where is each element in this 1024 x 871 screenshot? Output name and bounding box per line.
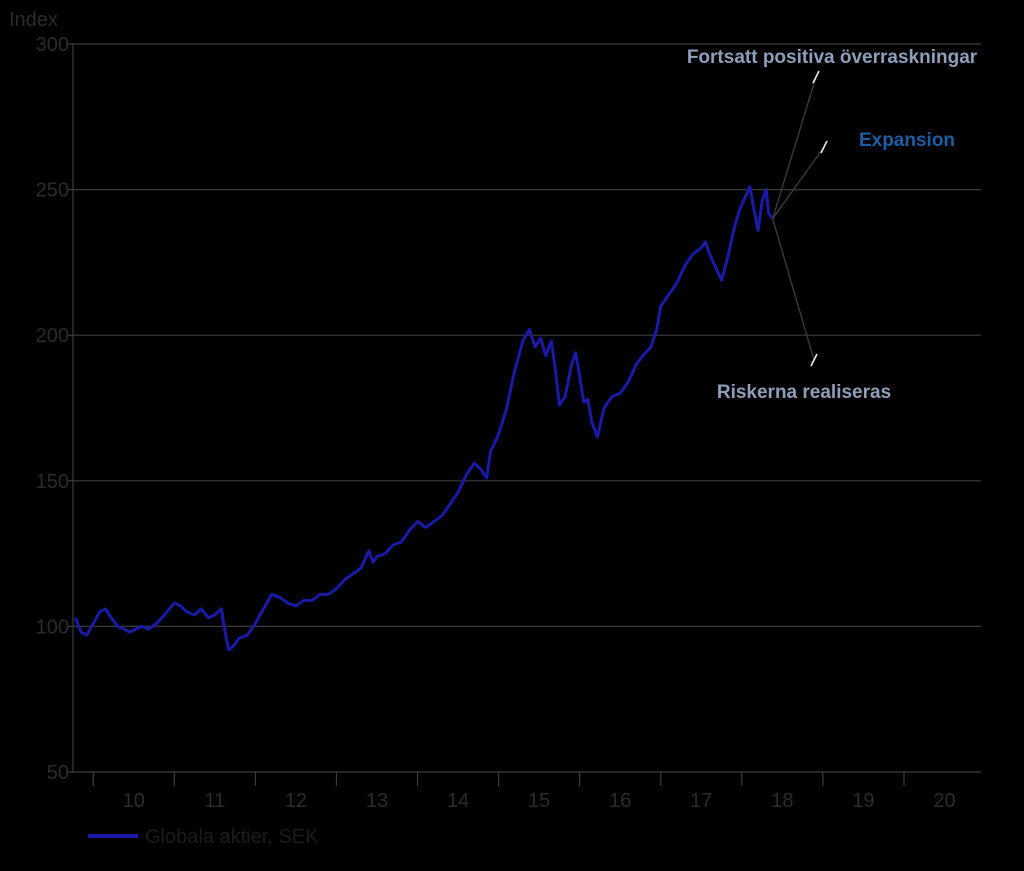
annotation-label: Riskerna realiseras (717, 382, 891, 403)
series-group (74, 185, 774, 652)
x-tick-label: 14 (447, 790, 469, 812)
y-tick-label: 150 (36, 471, 69, 493)
x-tick-label: 11 (204, 790, 225, 812)
tick-labels: 50 100 150 200 250 300 10 11 12 13 14 15 16 17 18 19 20 (36, 34, 956, 812)
x-tick-label: 16 (609, 790, 631, 812)
x-tick-label: 20 (933, 790, 955, 812)
annotation-leader-tip (820, 140, 828, 154)
legend: Globala aktier, SEK (88, 826, 319, 848)
series-line (74, 185, 774, 652)
x-tick-label: 10 (123, 790, 145, 812)
axes (67, 43, 981, 786)
x-tick-label: 19 (852, 790, 874, 812)
annotation-leader-tip (810, 353, 818, 367)
annotation-label: Expansion (859, 130, 955, 151)
annotations: Fortsatt positiva överraskningar Expansio… (687, 47, 978, 403)
annotation-leader-line (771, 218, 815, 361)
annotation-leader-tip (812, 70, 820, 84)
x-tick-label: 18 (771, 790, 793, 812)
x-tick-label: 17 (690, 790, 712, 812)
y-tick-label: 50 (47, 762, 69, 784)
y-axis-label: Index (9, 9, 58, 31)
annotation-leader-line (771, 76, 817, 219)
y-tick-label: 100 (36, 616, 69, 638)
x-tick-label: 13 (366, 790, 388, 812)
y-tick-label: 200 (36, 325, 69, 347)
y-tick-label: 300 (36, 34, 69, 56)
annotation-label: Fortsatt positiva överraskningar (687, 47, 978, 68)
x-tick-label: 12 (285, 790, 307, 812)
legend-label: Globala aktier, SEK (145, 826, 319, 848)
annotation-leader-line (772, 146, 825, 220)
x-tick-label: 15 (528, 790, 550, 812)
y-tick-label: 250 (36, 180, 69, 202)
